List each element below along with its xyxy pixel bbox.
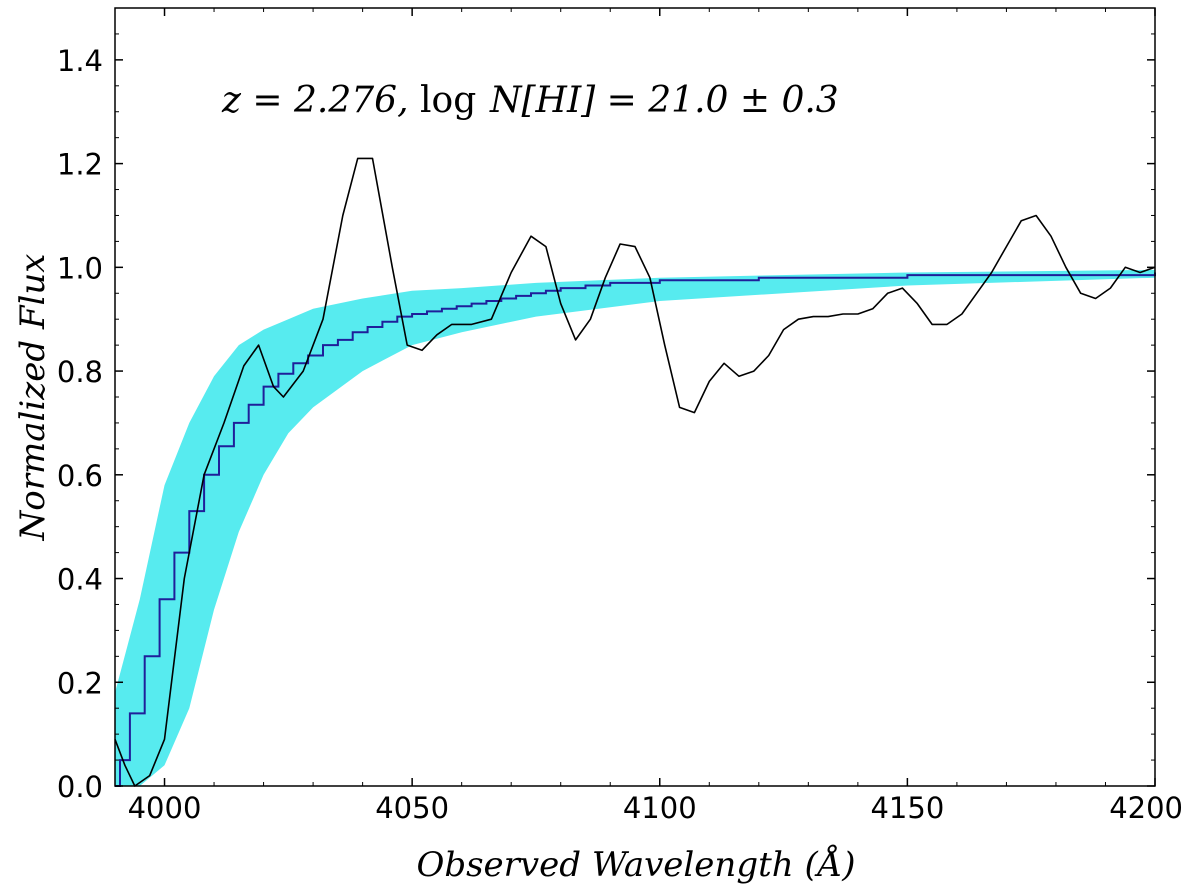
y-tick-label: 0.4 (57, 563, 103, 597)
x-tick-label: 4050 (375, 791, 449, 825)
x-tick-label: 4150 (870, 791, 944, 825)
observed-spectrum-layer (114, 157, 1156, 787)
y-tick-label: 1.4 (57, 44, 103, 78)
y-axis-ticks: 0.0 0.2 0.4 0.6 0.8 1.0 1.2 1.4 (57, 33, 1155, 804)
model-step-layer (115, 272, 1156, 787)
y-axis-title: Normalized Flux (13, 254, 53, 542)
x-axis-title: Observed Wavelength (Å) (416, 844, 855, 885)
model-step-line (115, 272, 1156, 787)
y-tick-label: 1.2 (57, 148, 103, 182)
x-tick-label: 4200 (1109, 791, 1183, 825)
observed-spectrum-line (114, 157, 1156, 787)
annotation-column-density: N[HI] = 21.0 ± 0.3 (489, 80, 839, 121)
y-tick-label: 0.2 (57, 666, 103, 700)
annotation-log: log (420, 80, 476, 121)
x-axis-ticks: 4000 4050 4100 4150 4200 (114, 8, 1183, 825)
y-tick-label: 0.8 (57, 355, 103, 389)
y-tick-label: 0.0 (57, 770, 103, 804)
annotation-z-redshift: z = 2.276, (221, 80, 409, 121)
y-tick-label: 0.6 (57, 459, 103, 493)
y-tick-label: 1.0 (57, 251, 103, 285)
x-tick-label: 4000 (128, 791, 202, 825)
x-tick-label: 4100 (623, 791, 697, 825)
